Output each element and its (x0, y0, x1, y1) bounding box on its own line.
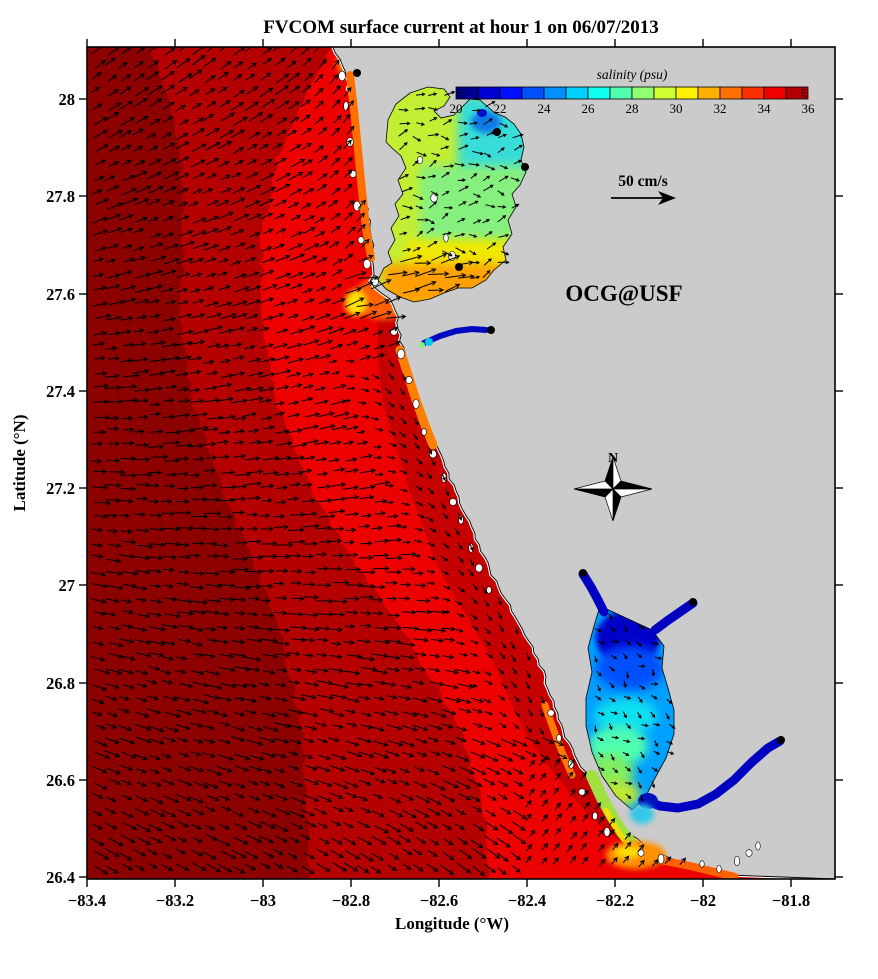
y-tick-label: 28 (59, 90, 76, 109)
map-layers (87, 47, 835, 879)
scale-arrow-icon (611, 191, 676, 205)
y-tick-label: 26.4 (46, 868, 75, 887)
y-tick-label: 27.6 (46, 285, 75, 304)
colorbar-tick-label: 32 (714, 101, 727, 116)
y-tick-label: 27 (59, 576, 76, 595)
y-tick-label: 27.4 (46, 382, 75, 401)
x-tick-label: −83.2 (156, 891, 194, 910)
x-tick-label: −82 (690, 891, 716, 910)
annotations: FVCOM surface current at hour 1 on 06/07… (10, 17, 683, 933)
scale-arrow-label: 50 cm/s (618, 173, 668, 190)
x-tick-label: −83.4 (68, 891, 106, 910)
plot-title: FVCOM surface current at hour 1 on 06/07… (263, 17, 659, 38)
colorbar-tick-label: 34 (758, 101, 772, 116)
axes-frame-and-ticks: −83.4 −83.2 −83 −82.8 −82.6 −82.4 −82.2 −82 −81.… (46, 39, 843, 910)
x-tick-label: −83 (250, 891, 276, 910)
x-tick-label: −82.2 (596, 891, 634, 910)
colorbar-tick-label: 26 (582, 101, 596, 116)
y-tick-label: 27.8 (46, 187, 75, 206)
colorbar-label: salinity (psu) (597, 67, 668, 82)
y-tick-label: 26.8 (46, 674, 75, 693)
x-tick-label: −82.6 (420, 891, 458, 910)
x-tick-label: −82.4 (508, 891, 546, 910)
x-tick-label: −81.8 (772, 891, 810, 910)
y-axis-label: Latitude (°N) (10, 415, 29, 512)
x-tick-label: −82.8 (332, 891, 370, 910)
colorbar-tick-label: 20 (450, 101, 463, 116)
colorbar: 20 22 24 26 28 30 32 34 36 (450, 86, 816, 116)
colorbar-tick-label: 22 (494, 101, 507, 116)
y-tick-label: 26.6 (46, 771, 75, 790)
colorbar-tick-label: 30 (670, 101, 683, 116)
colorbar-tick-label: 24 (538, 101, 552, 116)
compass-rose-icon (573, 456, 653, 522)
colorbar-tick-label: 28 (626, 101, 639, 116)
x-axis-label: Longitude (°W) (395, 914, 509, 933)
watermark-text: OCG@USF (565, 281, 682, 307)
colorbar-tick-label: 36 (802, 101, 816, 116)
current-vector-field (90, 47, 687, 876)
y-tick-label: 27.2 (46, 479, 75, 498)
